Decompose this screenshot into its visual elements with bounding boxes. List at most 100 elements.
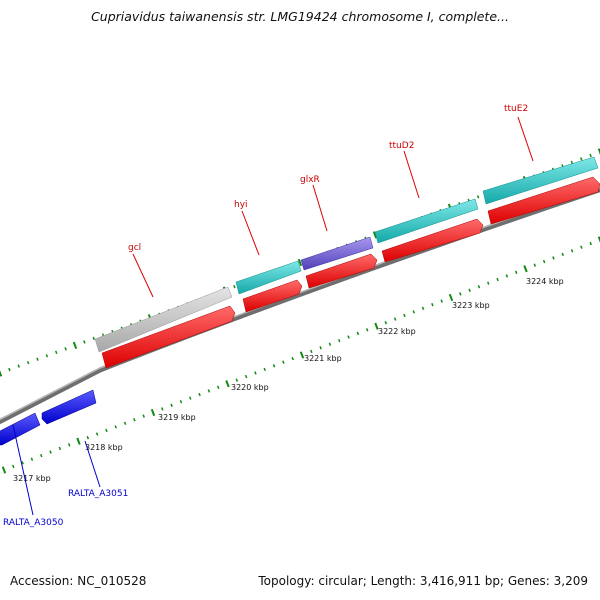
ralta-a3051-leader-line [84, 440, 101, 488]
ralta-a3050-label[interactable]: RALTA_A3050 [3, 518, 64, 528]
outer-tick [597, 148, 600, 155]
kbp-label-3218: 3218 kbp [85, 443, 123, 452]
glxR-feature-bar[interactable] [300, 236, 374, 271]
kbp-label-3221: 3221 kbp [304, 354, 342, 363]
outer-tick [580, 157, 583, 161]
inner-tick [58, 446, 62, 451]
ttuD2-gene-arrow[interactable] [381, 218, 484, 263]
gcl-leader-line [132, 253, 154, 298]
inner-tick [552, 256, 555, 260]
inner-tick [533, 263, 537, 267]
inner-tick [1, 466, 7, 474]
inner-tick [40, 453, 43, 458]
outer-tick [476, 195, 480, 199]
inner-tick [523, 265, 528, 273]
inner-tick [105, 428, 108, 433]
inner-tick [448, 293, 454, 302]
inner-tick [514, 270, 518, 275]
outer-tick [297, 258, 303, 267]
inner-tick [189, 396, 192, 400]
ttuE2-gene-arrow[interactable] [487, 176, 600, 225]
inner-tick [30, 457, 34, 461]
inner-tick [150, 408, 156, 417]
inner-tick [477, 285, 481, 289]
inner-tick [170, 403, 173, 407]
inner-tick [67, 443, 71, 447]
outer-tick [233, 285, 236, 289]
inner-tick [198, 392, 201, 397]
hyi-gene-arrow[interactable] [242, 279, 303, 313]
ttuE2-feature-bar[interactable] [482, 156, 599, 205]
hyi-label[interactable]: hyi [234, 200, 248, 210]
outer-tick [372, 231, 378, 239]
inner-tick [123, 421, 127, 425]
outer-tick [26, 360, 30, 365]
ttuD2-feature-bar[interactable] [374, 198, 479, 244]
inner-tick [412, 310, 415, 314]
genome-backbone [0, 187, 600, 425]
inner-tick [356, 331, 360, 336]
map-title: Cupriavidus taiwanensis str. LMG19424 ch… [91, 9, 509, 24]
gcl-label[interactable]: gcl [128, 243, 141, 253]
glxR-gene-arrow[interactable] [305, 253, 378, 289]
inner-tick [225, 380, 230, 388]
inner-tick [49, 450, 52, 454]
inner-tick [21, 461, 24, 465]
outer-tick [589, 153, 592, 158]
ttuE2-label[interactable]: ttuE2 [504, 104, 528, 114]
ttuD2-label[interactable]: ttuD2 [389, 141, 414, 151]
inner-tick-track [1, 236, 600, 474]
outer-tick [64, 347, 67, 351]
gcl-feature-bar[interactable] [94, 286, 233, 353]
inner-tick [161, 407, 164, 411]
inner-tick [440, 299, 443, 303]
ttuD2-leader-line [403, 150, 420, 199]
inner-tick [319, 346, 322, 350]
ralta-a3050-gene-arrow[interactable] [0, 412, 41, 446]
accession-text: Accession: NC_010528 [10, 574, 147, 588]
outer-tick [36, 357, 39, 361]
inner-tick [86, 435, 90, 440]
outer-tick [17, 364, 20, 368]
outer-tick [55, 350, 58, 354]
glxR-label[interactable]: glxR [300, 175, 320, 185]
outer-tick [92, 336, 95, 341]
kbp-label-3220: 3220 kbp [231, 383, 269, 392]
ralta-a3051-label[interactable]: RALTA_A3051 [68, 489, 128, 499]
hyi-leader-line [241, 210, 260, 256]
inner-tick [282, 360, 285, 364]
inner-tick [403, 313, 406, 318]
inner-tick [570, 249, 574, 253]
inner-tick [347, 335, 350, 339]
inner-tick [505, 274, 509, 278]
ralta-a3050-leader-line [12, 424, 34, 516]
inner-tick [179, 400, 183, 404]
inner-tick [272, 364, 276, 368]
inner-tick [580, 245, 583, 249]
outer-tick [0, 370, 3, 377]
outer-tick [570, 160, 574, 165]
inner-tick [254, 371, 257, 375]
genome-summary-text: Topology: circular; Length: 3,416,911 bp… [258, 574, 588, 588]
outer-tick [83, 340, 86, 344]
gcl-gene-arrow[interactable] [101, 305, 236, 369]
inner-tick [496, 277, 499, 282]
inner-tick [299, 351, 305, 359]
kbp-label-3223: 3223 kbp [452, 301, 490, 310]
glxR-leader-line [312, 184, 328, 232]
ralta-a3051-gene-arrow[interactable] [41, 389, 97, 425]
inner-tick [114, 425, 117, 429]
inner-tick [291, 356, 294, 361]
hyi-feature-bar[interactable] [235, 260, 302, 295]
outer-tick [8, 367, 11, 372]
inner-tick [384, 320, 388, 325]
inner-tick [207, 389, 211, 393]
inner-tick [12, 464, 15, 469]
inner-tick [76, 437, 81, 445]
inner-tick [235, 378, 239, 382]
inner-tick [310, 349, 313, 354]
inner-tick [459, 292, 462, 296]
inner-tick [589, 241, 592, 246]
inner-tick [142, 414, 145, 418]
